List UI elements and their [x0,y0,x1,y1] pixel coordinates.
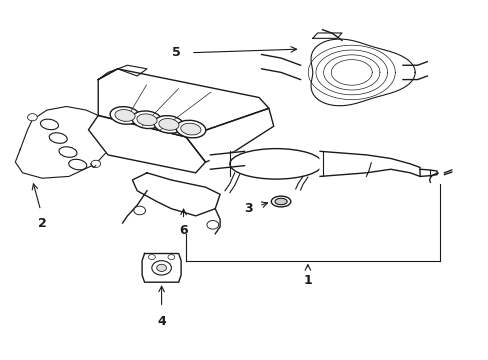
Ellipse shape [115,109,135,121]
Circle shape [148,255,155,260]
Polygon shape [88,116,205,173]
Ellipse shape [229,149,322,179]
Text: 2: 2 [38,216,46,230]
Ellipse shape [181,123,201,135]
Polygon shape [210,151,244,169]
Circle shape [206,221,218,229]
Polygon shape [132,173,220,216]
Circle shape [91,160,101,167]
Ellipse shape [176,120,205,138]
Ellipse shape [137,114,157,126]
Circle shape [134,206,145,215]
Text: 5: 5 [171,46,180,59]
Circle shape [167,255,174,260]
Ellipse shape [154,116,183,133]
Polygon shape [185,108,273,162]
Polygon shape [98,69,268,137]
Ellipse shape [271,196,290,207]
Circle shape [27,114,37,121]
Polygon shape [419,169,436,176]
Polygon shape [320,151,419,176]
Polygon shape [142,253,181,282]
Circle shape [157,264,166,271]
Ellipse shape [59,147,77,157]
Text: 3: 3 [244,202,252,215]
Ellipse shape [274,198,286,205]
Ellipse shape [69,159,86,170]
Ellipse shape [132,111,162,129]
Text: 4: 4 [157,315,165,328]
Ellipse shape [159,118,179,130]
Polygon shape [15,107,115,178]
Text: 1: 1 [303,274,312,287]
Circle shape [152,261,171,275]
Text: 6: 6 [179,224,187,237]
Ellipse shape [49,133,67,143]
Ellipse shape [110,107,140,124]
Ellipse shape [41,119,59,130]
Polygon shape [310,39,414,106]
